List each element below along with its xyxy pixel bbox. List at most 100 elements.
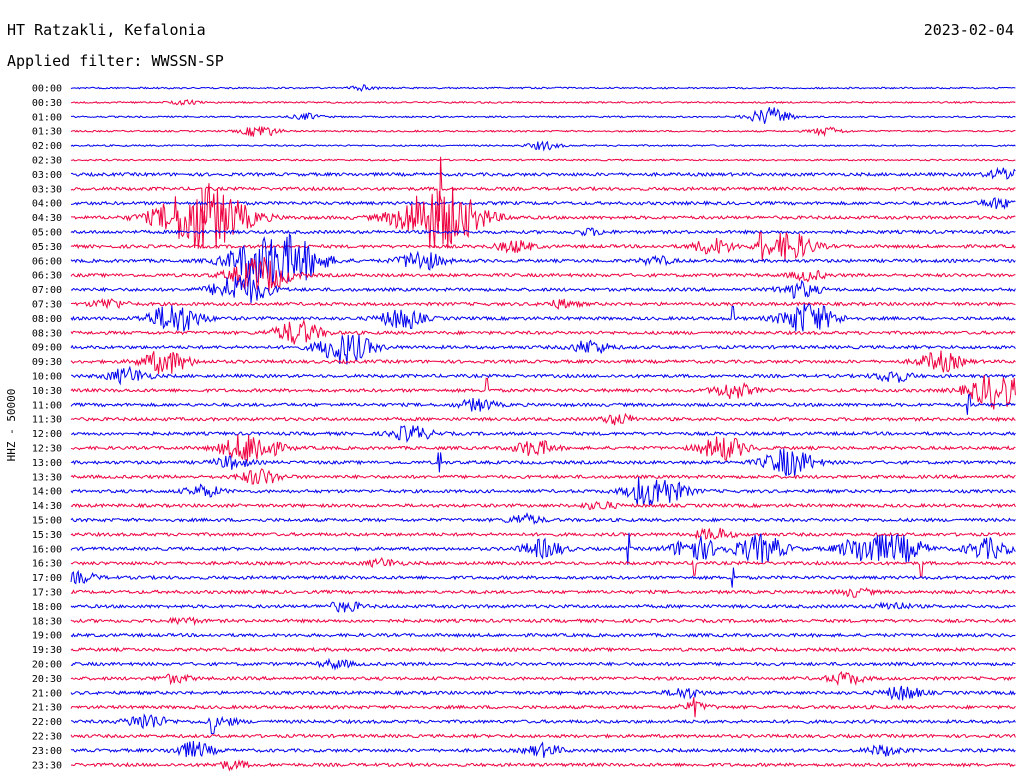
row-label-0430: 04:30 [32, 213, 62, 224]
trace-1000 [71, 365, 1016, 386]
row-label-0630: 06:30 [32, 271, 62, 282]
row-label-1330: 13:30 [32, 472, 62, 483]
row-label-0800: 08:00 [32, 314, 62, 325]
row-label-1700: 17:00 [32, 573, 62, 584]
row-label-1600: 16:00 [32, 544, 62, 555]
row-label-2200: 22:00 [32, 717, 62, 728]
station-title: HT Ratzakli, Kefalonia [7, 21, 206, 39]
row-label-0830: 08:30 [32, 328, 62, 339]
row-labels: 00:00 00:30 01:00 01:30 02:00 02:30 03:00 03:30… [32, 84, 62, 772]
trace-1200 [70, 425, 1016, 444]
trace-0800 [70, 303, 1016, 332]
row-label-2230: 22:30 [32, 732, 62, 743]
row-label-1930: 19:30 [32, 645, 62, 656]
trace-0300 [70, 166, 1016, 180]
trace-2130 [70, 697, 1016, 718]
trace-1430 [70, 500, 1016, 510]
row-label-0030: 00:30 [32, 98, 62, 109]
trace-1500 [70, 512, 1016, 526]
row-label-1630: 16:30 [32, 559, 62, 570]
row-label-1530: 15:30 [32, 530, 62, 541]
trace-2300 [70, 741, 1016, 758]
trace-0100 [71, 107, 1016, 124]
date-label: 2023-02-04 [923, 21, 1014, 39]
trace-0030 [70, 99, 1016, 106]
row-label-1200: 12:00 [32, 429, 62, 440]
trace-0630 [70, 256, 1016, 292]
y-axis-label: HHZ - 50000 [5, 389, 18, 462]
row-label-0700: 07:00 [32, 285, 62, 296]
row-label-1000: 10:00 [32, 372, 62, 383]
row-label-2130: 21:30 [32, 703, 62, 714]
trace-2030 [70, 671, 1016, 687]
trace-1300 [70, 448, 1016, 478]
trace-0530 [70, 231, 1016, 261]
row-label-1300: 13:00 [32, 458, 62, 469]
trace-1900 [70, 632, 1016, 639]
trace-0600 [70, 233, 1016, 286]
trace-0200 [70, 140, 1016, 152]
trace-1130 [70, 412, 1016, 426]
trace-1600 [70, 532, 1016, 565]
row-label-1100: 11:00 [32, 400, 62, 411]
row-label-0330: 03:30 [32, 184, 62, 195]
trace-0430 [71, 183, 1016, 249]
row-label-1130: 11:30 [32, 415, 62, 426]
row-label-0600: 06:00 [32, 256, 62, 267]
trace-0230 [70, 158, 1016, 162]
row-label-0130: 01:30 [32, 127, 62, 138]
row-label-0000: 00:00 [32, 84, 62, 95]
row-label-1900: 19:00 [32, 631, 62, 642]
trace-1700 [70, 567, 1016, 588]
trace-1830 [70, 616, 1016, 626]
trace-1800 [70, 601, 1016, 613]
row-label-1830: 18:30 [32, 616, 62, 627]
row-label-2100: 21:00 [32, 688, 62, 699]
trace-0730 [71, 297, 1016, 311]
trace-0500 [70, 227, 1016, 237]
row-label-0900: 09:00 [32, 343, 62, 354]
row-label-1730: 17:30 [32, 588, 62, 599]
row-label-0930: 09:30 [32, 357, 62, 368]
row-label-0530: 05:30 [32, 242, 62, 253]
trace-2000 [70, 657, 1016, 671]
trace-0830 [70, 318, 1016, 345]
trace-0130 [70, 125, 1016, 138]
row-label-0200: 02:00 [32, 141, 62, 152]
trace-1730 [70, 587, 1016, 598]
trace-2230 [70, 733, 1016, 739]
row-label-2300: 23:00 [32, 746, 62, 757]
row-label-1230: 12:30 [32, 444, 62, 455]
trace-1230 [70, 434, 1016, 462]
trace-0930 [70, 350, 1016, 375]
row-label-1030: 10:30 [32, 386, 62, 397]
traces [70, 84, 1016, 772]
row-label-1430: 14:30 [32, 501, 62, 512]
trace-0700 [70, 274, 1016, 304]
row-label-0500: 05:00 [32, 228, 62, 239]
trace-1100 [70, 394, 1016, 415]
trace-0400 [70, 197, 1016, 210]
trace-0900 [70, 334, 1016, 365]
trace-0330 [70, 156, 1016, 224]
row-label-0100: 01:00 [32, 112, 62, 123]
trace-1330 [70, 468, 1016, 485]
row-label-0300: 03:00 [32, 170, 62, 181]
row-label-1800: 18:00 [32, 602, 62, 613]
row-label-0230: 02:30 [32, 156, 62, 167]
row-label-0400: 04:00 [32, 199, 62, 210]
filter-label: Applied filter: WWSSN-SP [7, 52, 224, 70]
trace-1400 [70, 477, 1016, 507]
trace-2200 [71, 713, 1016, 735]
trace-0000 [70, 84, 1016, 93]
trace-1530 [70, 527, 1016, 540]
trace-1030 [70, 374, 1016, 410]
row-label-1400: 14:00 [32, 487, 62, 498]
row-label-2330: 23:30 [32, 760, 62, 771]
trace-2100 [70, 685, 1016, 701]
trace-1630 [70, 557, 1016, 578]
row-label-2000: 20:00 [32, 660, 62, 671]
trace-2330 [70, 759, 1016, 772]
row-label-0730: 07:30 [32, 300, 62, 311]
